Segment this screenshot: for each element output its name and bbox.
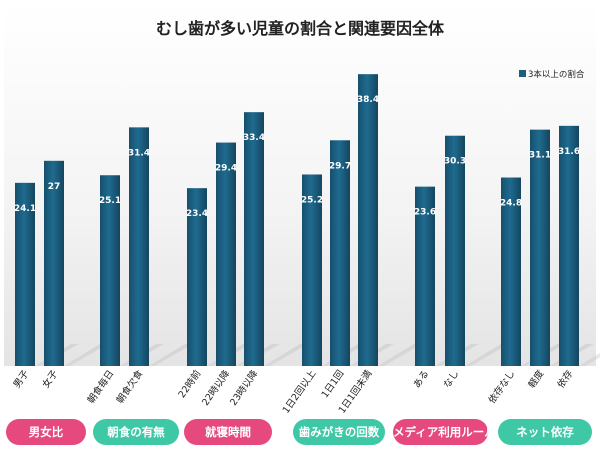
bar [216,142,236,366]
group-label: ネット依存 [498,419,592,445]
bar [302,174,322,366]
data-label: 27 [48,182,61,192]
bar [330,140,350,366]
bar-shadow [378,344,422,366]
category-label: 1日2回以上 [281,368,319,416]
data-label: 38.4 [357,95,379,105]
category-label: なし [442,368,462,390]
data-label: 31.6 [558,147,580,157]
category-label: 1日1回 [320,368,347,400]
bar [15,182,35,366]
group-label: 朝食の有無 [93,419,179,445]
group-label: 歯みがきの回数 [293,419,385,445]
bar [559,125,579,366]
category-label: 軽度 [526,367,547,390]
category-label: 22時前 [176,368,204,400]
value-labels: 24.1 27 25.1 31.4 23.4 29.4 33.4 25.2 29.7 38.4 23… [14,95,580,219]
bar [415,186,435,366]
bar [358,74,378,366]
category-label: ある [412,368,432,390]
data-label: 29.7 [329,161,351,171]
chart-title: むし歯が多い児童の割合と関連要因全体 [156,19,445,38]
data-label: 23.4 [186,209,208,219]
data-label: 24.8 [500,199,522,209]
data-label: 25.2 [301,195,323,205]
bar [187,188,207,366]
data-label: 33.4 [243,133,265,143]
category-label: 男子 [12,368,32,390]
data-label: 23.6 [414,208,436,218]
bar [445,135,465,366]
legend-label: 3本以上の割合 [528,69,585,80]
data-label: 30.3 [444,157,466,167]
bar [501,177,521,366]
bar [530,129,550,366]
bar [44,160,64,366]
bar-shadow [465,344,509,366]
group-label: 就寝時間 [184,419,272,445]
legend-swatch [519,70,526,77]
bar-shadow [149,344,193,366]
category-label: 朝食毎日 [85,368,117,406]
category-label: 女子 [40,367,61,390]
data-label: 31.1 [529,151,551,161]
category-label: 23時以降 [227,367,260,408]
data-label: 29.4 [215,164,237,174]
category-label: 依存なし [486,368,518,406]
data-label: 24.1 [14,204,36,214]
category-label: 朝食欠食 [114,367,146,405]
bar-shadow [64,344,108,366]
data-label: 25.1 [99,196,121,206]
data-label: 31.4 [128,148,150,158]
bars [15,74,579,366]
category-label: 依存 [555,367,576,390]
bar-shadow [579,353,600,366]
bar [244,112,264,366]
bar-shadow [264,344,308,366]
group-label: 男女比 [6,419,86,445]
group-label: メディア利用ルール [393,419,488,445]
bar [100,175,120,366]
bar [129,127,149,366]
